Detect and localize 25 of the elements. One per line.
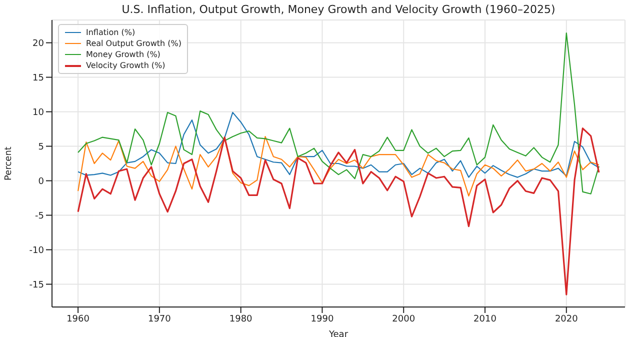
- x-tick-label: 2010: [474, 314, 497, 324]
- legend-label: Money Growth (%): [86, 49, 160, 60]
- y-tick-label: 15: [32, 73, 44, 84]
- y-tick-label: 10: [32, 108, 44, 118]
- x-axis-title: Year: [328, 330, 348, 337]
- y-tick-label: 20: [32, 38, 44, 49]
- x-tick-label: 1960: [66, 314, 90, 324]
- y-tick-label: -15: [29, 280, 44, 290]
- line-series: [77, 128, 600, 296]
- chart-title: U.S. Inflation, Output Growth, Money Growth and Velocity Growth (1960–2025): [120, 3, 556, 16]
- y-tick-label: -5: [35, 211, 44, 222]
- y-axis-title: Percent: [4, 146, 14, 180]
- x-tick-label: 1990: [310, 314, 334, 324]
- x-tick-label: 1970: [148, 314, 172, 324]
- y-tick-label: 5: [38, 142, 44, 152]
- legend-label: Real Output Growth (%): [86, 38, 182, 49]
- y-tick-label: 0: [38, 176, 44, 187]
- x-tick-label: 2020: [554, 314, 578, 324]
- legend-label: Velocity Growth (%): [86, 60, 166, 71]
- y-tick-label: -10: [29, 246, 44, 256]
- x-tick-label: 2000: [392, 314, 416, 324]
- line-series: [77, 112, 600, 178]
- legend-label: Inflation (%): [86, 27, 136, 38]
- x-tick-label: 1980: [229, 314, 253, 324]
- line-series: [77, 136, 600, 196]
